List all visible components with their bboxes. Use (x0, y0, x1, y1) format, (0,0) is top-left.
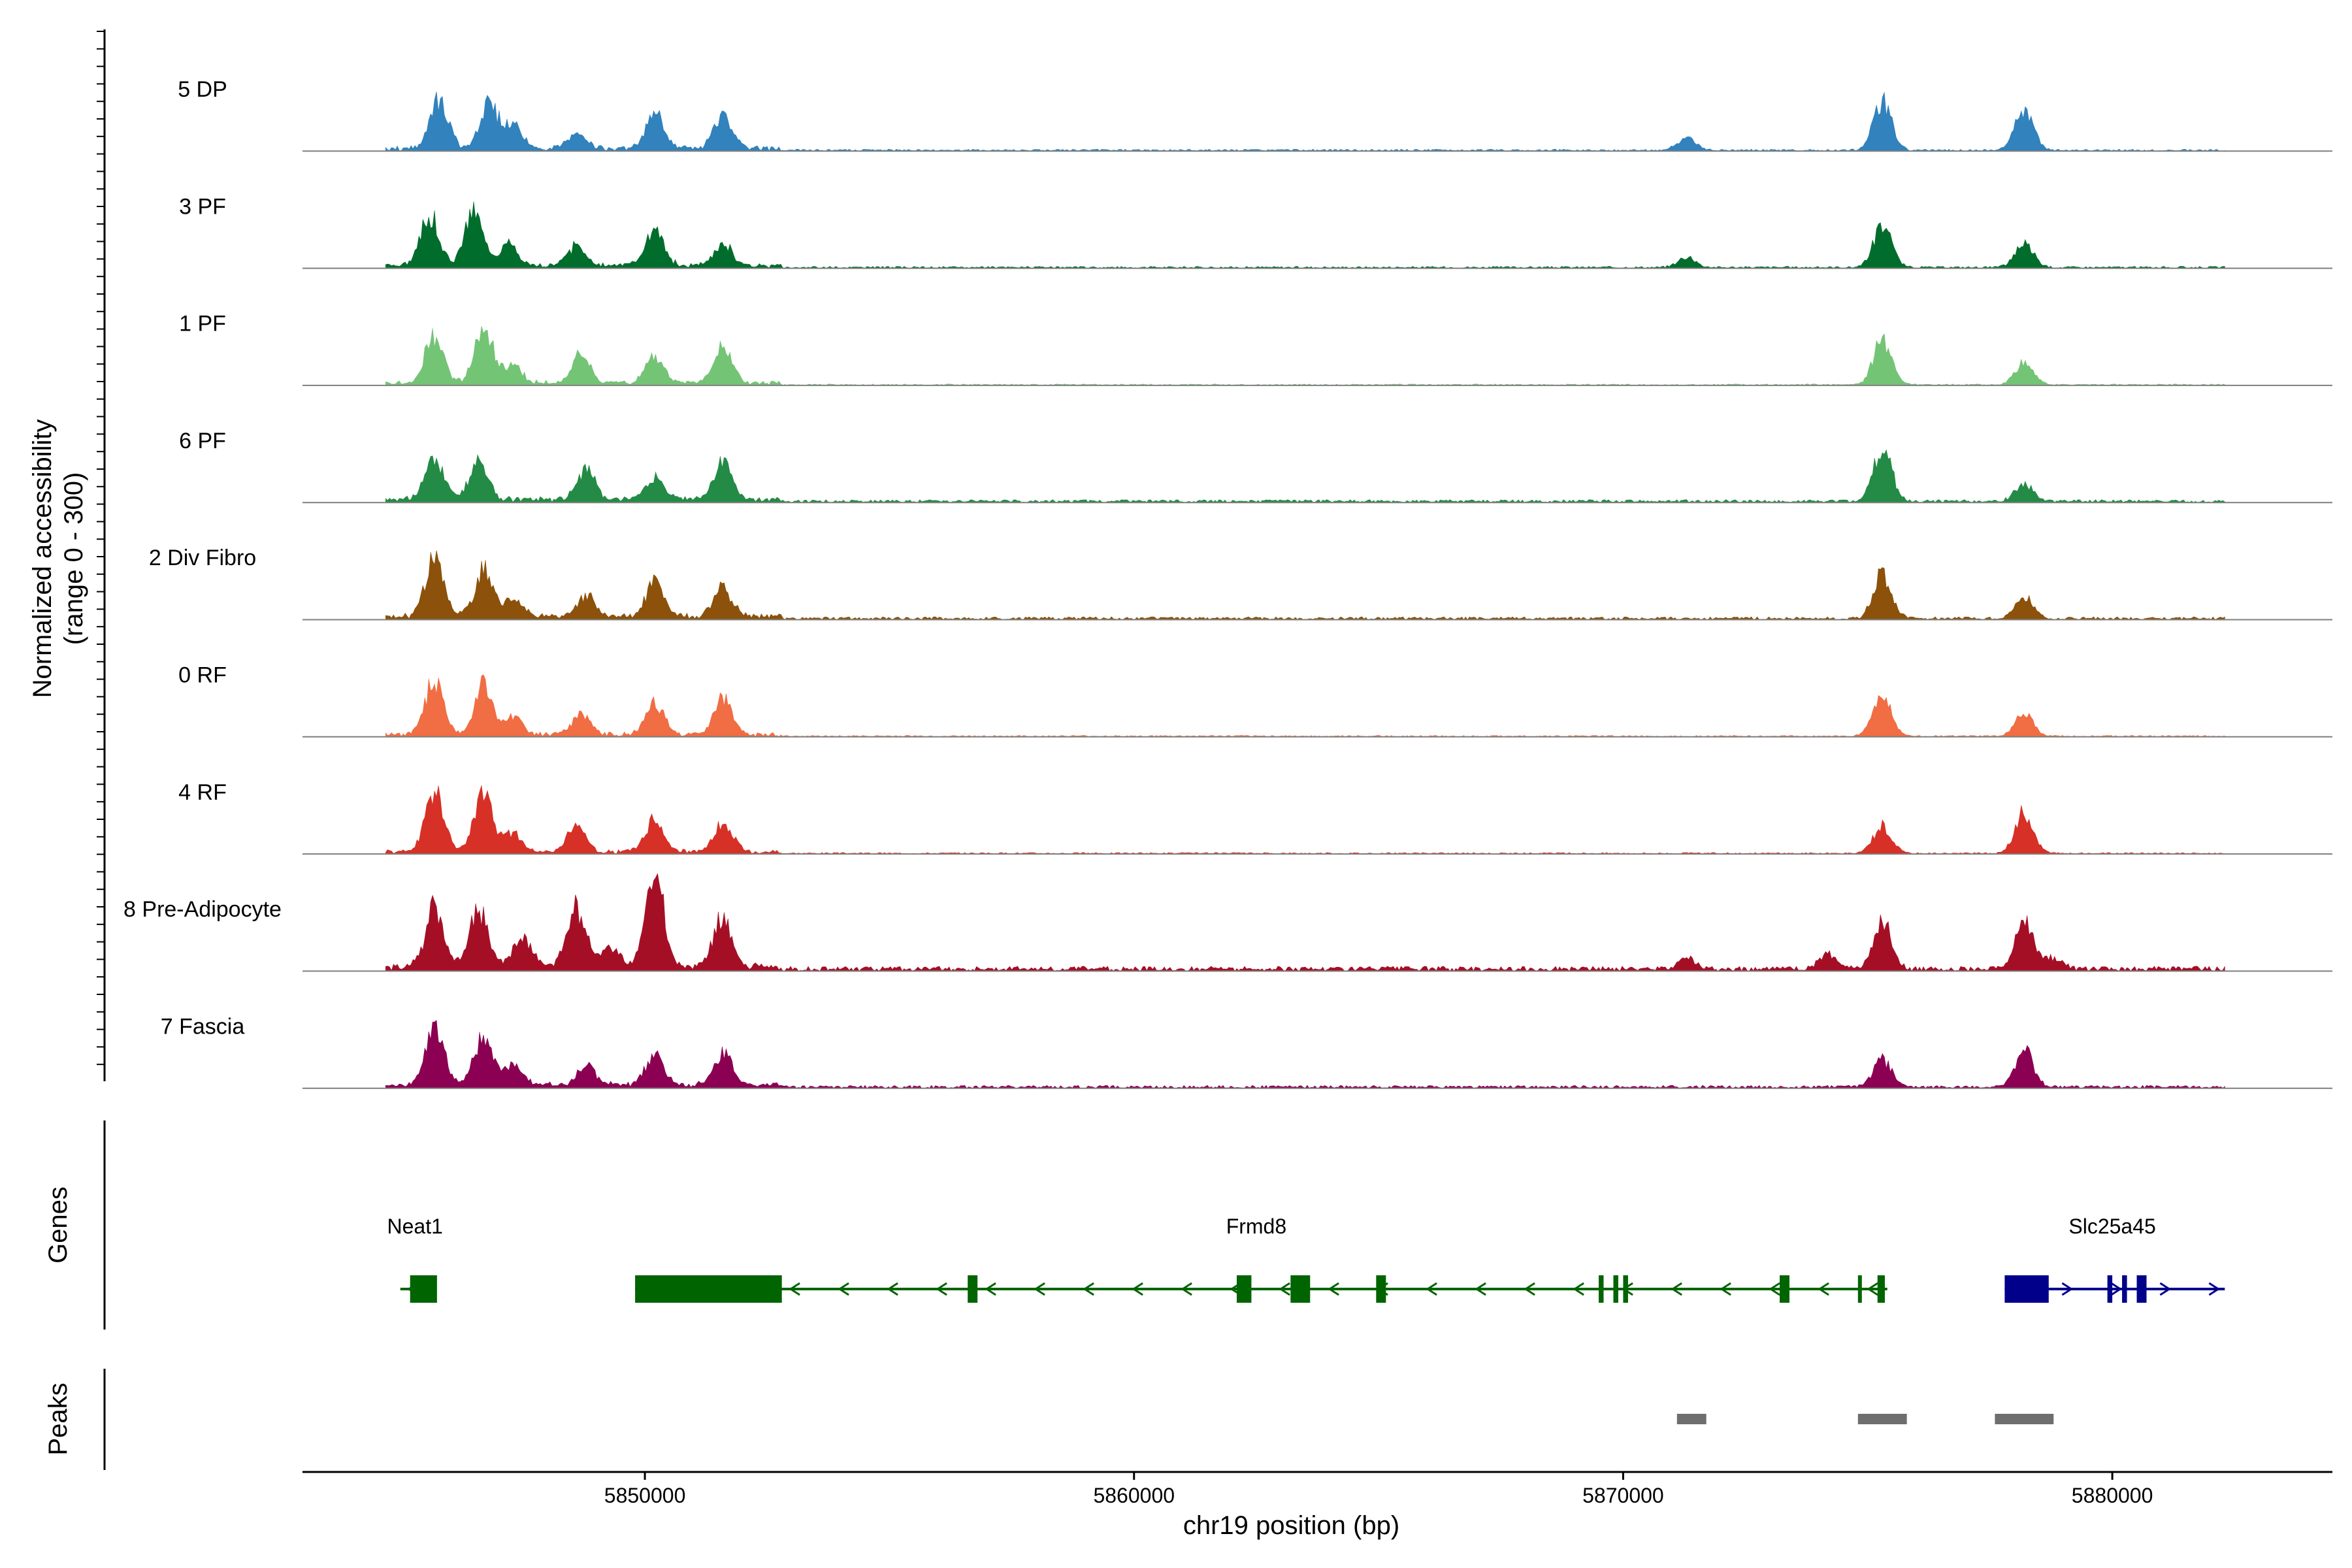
gene-exon (1779, 1275, 1789, 1303)
track-label: 6 PF (179, 429, 226, 453)
strand-arrow-icon (1034, 1282, 1045, 1296)
gene-exon (968, 1275, 978, 1303)
coverage-area (385, 674, 2225, 738)
x-tick-label: 5880000 (2072, 1484, 2153, 1507)
strand-arrow-icon (936, 1282, 947, 1296)
track: 8 Pre-Adipocyte (123, 873, 2332, 972)
y-axis-label-range: (range 0 - 300) (59, 472, 88, 645)
gene-exon (2107, 1275, 2113, 1303)
track: 0 RF (178, 663, 2332, 738)
strand-arrow-icon (2061, 1282, 2074, 1296)
gene-exon (1290, 1275, 1311, 1303)
x-axis-label: chr19 position (bp) (1183, 1511, 1399, 1540)
track-label: 4 RF (178, 780, 227, 805)
strand-arrow-icon (1426, 1282, 1437, 1296)
peak-region (1995, 1414, 2054, 1424)
strand-arrow-icon (887, 1282, 898, 1296)
strand-arrow-icon (1181, 1282, 1192, 1296)
coverage-area (385, 873, 2225, 972)
peak-region (1676, 1414, 1707, 1424)
strand-arrow-icon (1769, 1282, 1780, 1296)
strand-arrow-icon (2110, 1282, 2123, 1296)
strand-arrow-icon (985, 1282, 996, 1296)
gene-exon (2122, 1275, 2127, 1303)
strand-arrow-icon (1818, 1282, 1829, 1296)
coverage-area (385, 201, 2225, 269)
track: 4 RF (178, 780, 2332, 855)
strand-arrow-icon (1279, 1282, 1290, 1296)
gene-exon (635, 1275, 782, 1303)
strand-arrow-icon (1671, 1282, 1682, 1296)
genes-panel-label: Genes (44, 1186, 73, 1264)
strand-arrow-icon (1475, 1282, 1486, 1296)
coverage-area (385, 785, 2225, 855)
strand-arrow-icon (1867, 1282, 1878, 1296)
gene-exon (1623, 1275, 1628, 1303)
genes-panel: Genes Neat1 Frmd8 Slc25a45 (44, 1120, 2225, 1330)
track-label: 5 DP (178, 77, 227, 102)
track: 7 Fascia (161, 1014, 2332, 1089)
track: 3 PF (179, 194, 2332, 269)
gene-exon (1376, 1275, 1386, 1303)
strand-arrow-icon (1720, 1282, 1731, 1296)
x-axis: 5850000 5860000 5870000 5880000 chr19 positi… (302, 1471, 2332, 1540)
gene-exon (1236, 1275, 1252, 1303)
strand-arrow-icon (1132, 1282, 1143, 1296)
gene-exon (1598, 1275, 1604, 1303)
strand-arrow-icon (1524, 1282, 1535, 1296)
x-tick-label: 5860000 (1093, 1484, 1175, 1507)
coverage-area (385, 91, 2225, 152)
gene-exon (1857, 1275, 1862, 1303)
coverage-area (385, 449, 2225, 503)
coverage-area (385, 326, 2225, 386)
track: 2 Div Fibro (149, 546, 2332, 621)
track-label: 2 Div Fibro (149, 546, 256, 570)
gene-exon (2136, 1275, 2147, 1303)
gene-label: Frmd8 (1226, 1215, 1286, 1238)
gene-exon (2004, 1275, 2049, 1303)
coverage-tracks: Normalized accessibility (range 0 - 300) 5… (28, 29, 2332, 1089)
gene-exon (1877, 1275, 1885, 1303)
track-label: 0 RF (178, 663, 227, 688)
strand-arrow-icon (1573, 1282, 1584, 1296)
gene-label: Slc25a45 (2068, 1215, 2155, 1238)
track-label: 8 Pre-Adipocyte (123, 897, 282, 922)
track: 6 PF (179, 429, 2332, 504)
peak-region (1857, 1414, 1907, 1424)
track: 5 DP (178, 77, 2332, 152)
x-tick-label: 5850000 (604, 1484, 686, 1507)
track-label: 3 PF (179, 194, 226, 219)
gene-exon (1613, 1275, 1618, 1303)
track-label: 7 Fascia (161, 1014, 245, 1039)
coverage-area (385, 550, 2225, 620)
strand-arrow-icon (838, 1282, 849, 1296)
strand-arrow-icon (1083, 1282, 1094, 1296)
strand-arrow-icon (2208, 1282, 2221, 1296)
strand-arrow-icon (1328, 1282, 1339, 1296)
strand-arrow-icon (789, 1282, 800, 1296)
coverage-area (385, 1020, 2225, 1089)
strand-arrow-icon (2159, 1282, 2172, 1296)
gene: Slc25a45 (2004, 1215, 2225, 1303)
peaks-panel-label: Peaks (44, 1382, 73, 1455)
peaks-panel: Peaks (44, 1369, 2054, 1470)
gene: Neat1 (387, 1215, 443, 1303)
y-axis-label: Normalized accessibility (28, 419, 57, 698)
gene-exon (410, 1275, 437, 1303)
track: 1 PF (179, 312, 2332, 386)
gene-label: Neat1 (387, 1215, 442, 1238)
x-tick-label: 5870000 (1582, 1484, 1664, 1507)
track-label: 1 PF (179, 312, 226, 336)
gene: Frmd8 (635, 1215, 1887, 1303)
